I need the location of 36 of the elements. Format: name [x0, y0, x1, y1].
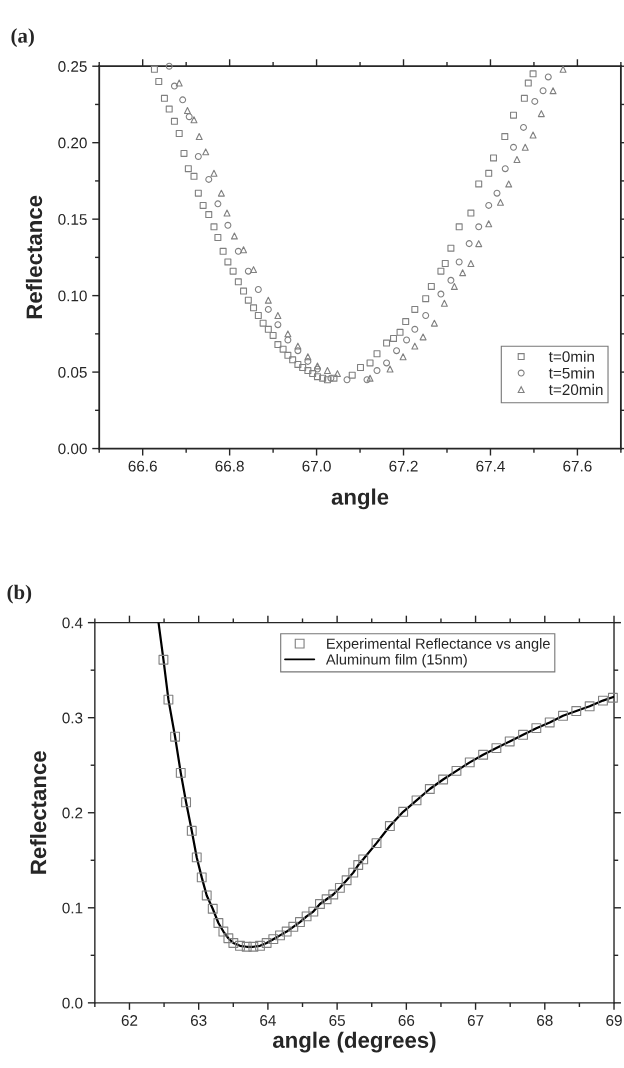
x-tick-label: 66.6 [128, 460, 157, 472]
legend-label: Experimental Reflectance vs angle [327, 638, 550, 652]
x-tick-label: 65 [329, 1015, 345, 1026]
y-tick-label: 0.10 [58, 290, 87, 302]
legend-label: t=0min [548, 350, 594, 363]
x-tick-label: 67.0 [302, 460, 331, 472]
x-tick-label: 66.8 [215, 460, 244, 472]
chart-title: (a) [11, 28, 34, 48]
y-tick-label: 0.15 [58, 214, 87, 225]
chart-title: (b) [7, 584, 32, 604]
y-tick-label: 0.2 [62, 807, 83, 819]
y-tick-label: 0.25 [58, 61, 87, 72]
y-tick-label: 0.4 [62, 617, 83, 629]
x-tick-label: 67 [467, 1015, 484, 1026]
y-tick-label: 0.1 [62, 902, 83, 914]
x-tick-label: 69 [606, 1015, 622, 1026]
y-axis-title: Reflectance [25, 195, 43, 319]
y-axis-title: Reflectance [29, 751, 47, 874]
x-axis-title: angle [331, 488, 389, 510]
y-tick-label: 0.0 [62, 997, 83, 1009]
y-tick-label: 0.20 [58, 137, 87, 149]
x-tick-label: 62 [121, 1015, 138, 1026]
x-tick-label: 67.2 [389, 460, 418, 472]
legend-label: t=20min [548, 383, 603, 396]
y-tick-label: 0.05 [58, 366, 87, 378]
legend-label: t=5min [548, 367, 594, 379]
y-tick-label: 0.00 [58, 443, 87, 455]
y-tick-label: 0.3 [62, 712, 83, 724]
legend-label: Aluminum film (15nm) [325, 653, 467, 668]
x-tick-label: 68 [537, 1015, 553, 1026]
x-axis-title: angle (degrees) [272, 1031, 436, 1053]
x-tick-label: 64 [260, 1015, 276, 1026]
x-tick-label: 66 [398, 1015, 415, 1026]
x-tick-label: 67.4 [476, 460, 505, 472]
x-tick-label: 63 [190, 1015, 207, 1026]
x-tick-label: 67.6 [563, 460, 592, 472]
